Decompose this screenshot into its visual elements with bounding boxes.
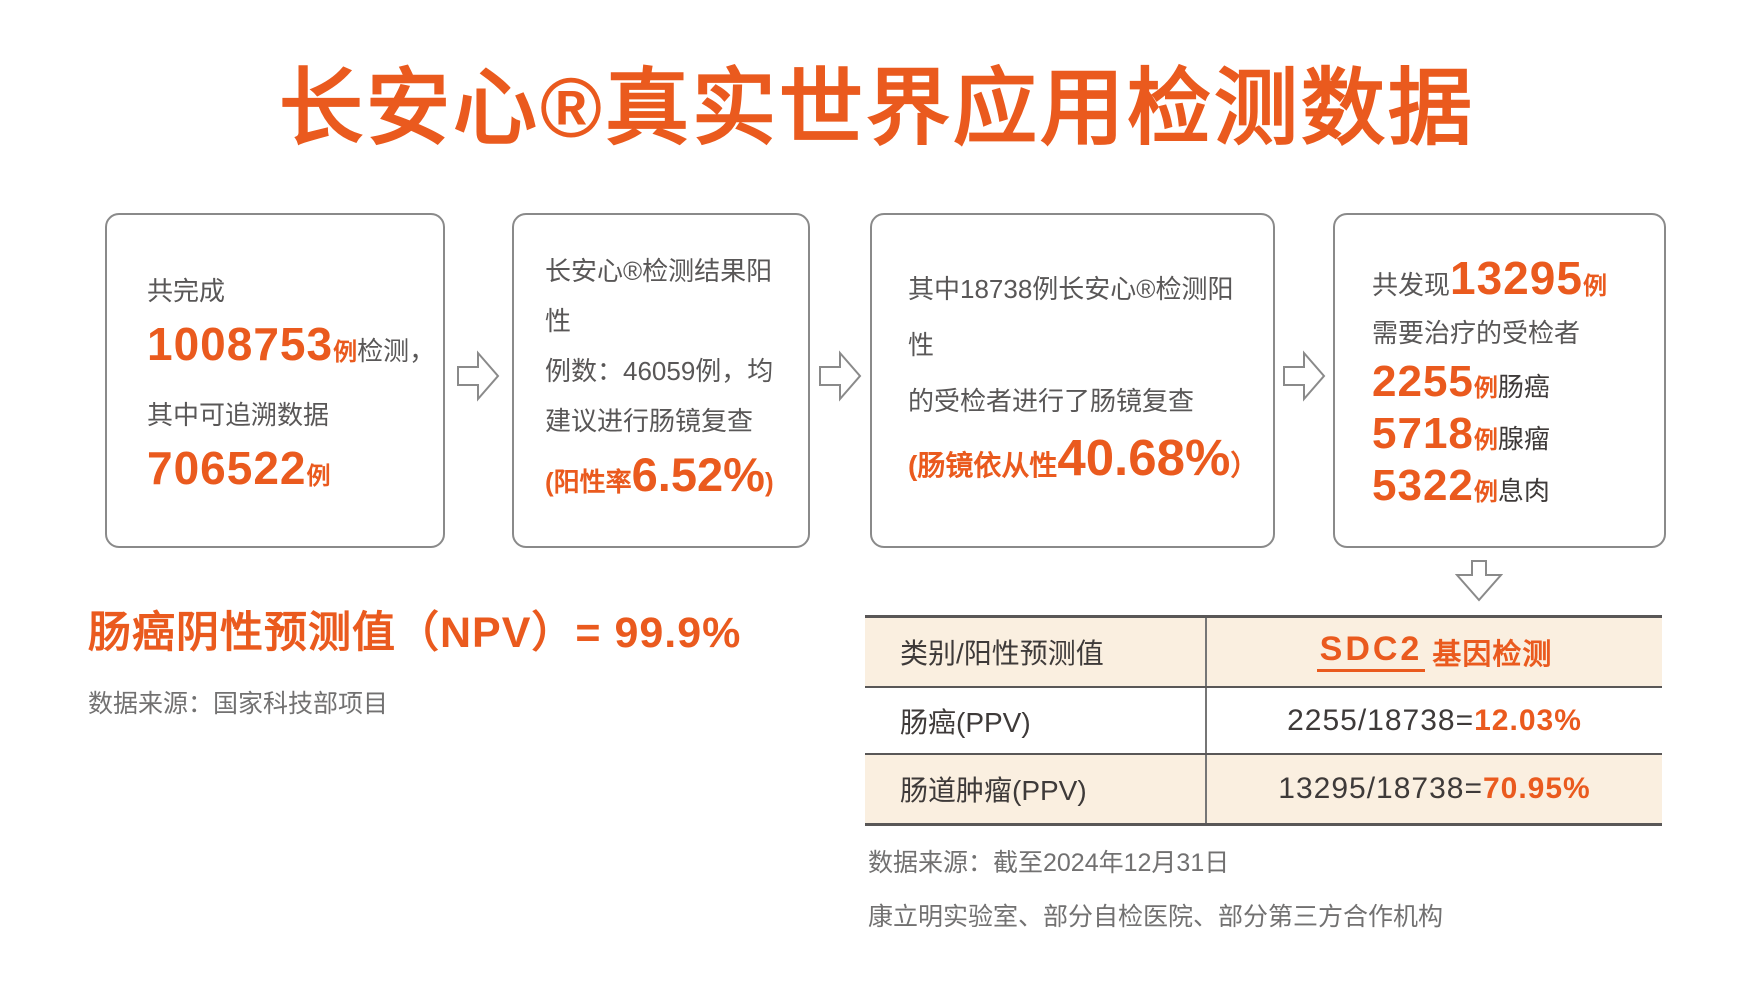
row-value-fraction: 2255/18738= [1287,703,1475,737]
table-source-line2: 康立明实验室、部分自检医院、部分第三方合作机构 [868,903,1444,931]
row-label: 肠癌(PPV) [865,688,1207,753]
finding-label: 腺瘤 [1497,423,1550,454]
row-value-fraction: 13295/18738= [1278,772,1483,805]
row-value: 2255/18738= 12.03% [1207,688,1662,753]
finding-label: 肠癌 [1497,371,1550,402]
stat-highlight-positive-rate: (阳性率6.52%) [545,446,790,516]
flow-box-colonoscopy-followup: 其中18738例长安心®检测阳性 的受检者进行了肠镜复查 (肠镜依从性40.68… [870,213,1275,548]
table-header-test: SDC2 基因检测 [1207,618,1662,686]
npv-headline: 肠癌阴性预测值（NPV）= 99.9% [88,609,742,657]
table-source-line1: 数据来源：截至2024年12月31日 [868,849,1230,877]
stat-unit: 例 [333,338,358,366]
table-header-category: 类别/阳性预测值 [865,618,1207,686]
stat-suffix: 检测， [357,335,436,366]
highlight-value: 6.52% [631,447,765,501]
highlight-prefix: (阳性率 [545,466,632,497]
finding-count: 5322 [1372,460,1474,510]
finding-item: 5718例腺瘤 [1372,408,1664,460]
finding-item: 5322例息肉 [1372,460,1664,512]
finding-count: 2255 [1372,356,1474,406]
stat-unit: 例 [306,462,331,490]
finding-item: 2255例肠癌 [1372,356,1664,408]
flow-box-positive-results: 长安心®检测结果阳性 例数：46059例，均 建议进行肠镜复查 (阳性率6.52… [512,213,810,548]
highlight-suffix: ) [764,466,774,497]
finding-count: 5718 [1372,408,1474,458]
stat-label: 例数：46059例，均 [545,355,774,386]
stat-line: 1008753例检测， [147,316,443,376]
finding-unit: 例 [1473,478,1498,506]
table-row: 肠癌(PPV) 2255/18738= 12.03% [865,686,1662,755]
stat-label: 共发现 [1372,269,1451,300]
finding-label: 息肉 [1497,475,1550,506]
stat-label: 需要治疗的受检者 [1372,317,1581,348]
sdc2-logo-label: 基因检测 [1432,639,1553,671]
stat-value-traceable: 706522 [147,441,307,494]
stat-label: 的受检者进行了肠镜复查 [908,386,1195,416]
ppv-table: 类别/阳性预测值 SDC2 基因检测 肠癌(PPV) 2255/18738= 12.… [865,615,1662,826]
flow-arrow-right-icon [819,350,862,402]
stat-unit: 例 [1582,272,1607,300]
stat-line: 706522例 [147,440,443,496]
highlight-value: 40.68% [1057,429,1231,486]
flow-box-total-tests: 共完成 1008753例检测， 其中可追溯数据 706522例 [105,213,445,548]
stat-highlight-compliance: (肠镜依从性40.68%） [908,429,1259,500]
flow-arrow-down-icon [1455,560,1503,602]
row-label: 肠道肿瘤(PPV) [865,755,1207,823]
row-value-percent: 12.03% [1474,703,1582,737]
stat-label: 共完成 [147,275,226,306]
highlight-prefix: (肠镜依从性 [908,450,1058,481]
sdc2-logo: SDC2 [1316,632,1426,672]
highlight-suffix: ） [1230,450,1259,481]
npv-source: 数据来源：国家科技部项目 [88,690,389,718]
stat-label: 其中可追溯数据 [147,399,330,430]
finding-unit: 例 [1473,374,1498,402]
flow-arrow-right-icon [1283,350,1326,402]
table-row: 肠道肿瘤(PPV) 13295/18738= 70.95% [865,755,1662,823]
stat-value-total-tests: 1008753 [147,317,334,370]
flow-box-findings: 共发现13295例 需要治疗的受检者 2255例肠癌 5718例腺瘤 5322例… [1333,213,1666,548]
stat-label: 建议进行肠镜复查 [545,405,754,436]
stat-line: 共发现13295例 [1372,250,1664,310]
stat-label: 长安心®检测结果阳性 [545,255,773,336]
table-header-row: 类别/阳性预测值 SDC2 基因检测 [865,618,1662,686]
stat-value-total-findings: 13295 [1450,251,1583,304]
stat-label: 其中18738例长安心®检测阳性 [908,274,1234,360]
row-value: 13295/18738= 70.95% [1207,755,1662,823]
row-value-percent: 70.95% [1482,772,1591,805]
page-title: 长安心®真实世界应用检测数据 [279,61,1475,155]
flow-arrow-right-icon [457,350,500,402]
finding-unit: 例 [1473,426,1498,454]
